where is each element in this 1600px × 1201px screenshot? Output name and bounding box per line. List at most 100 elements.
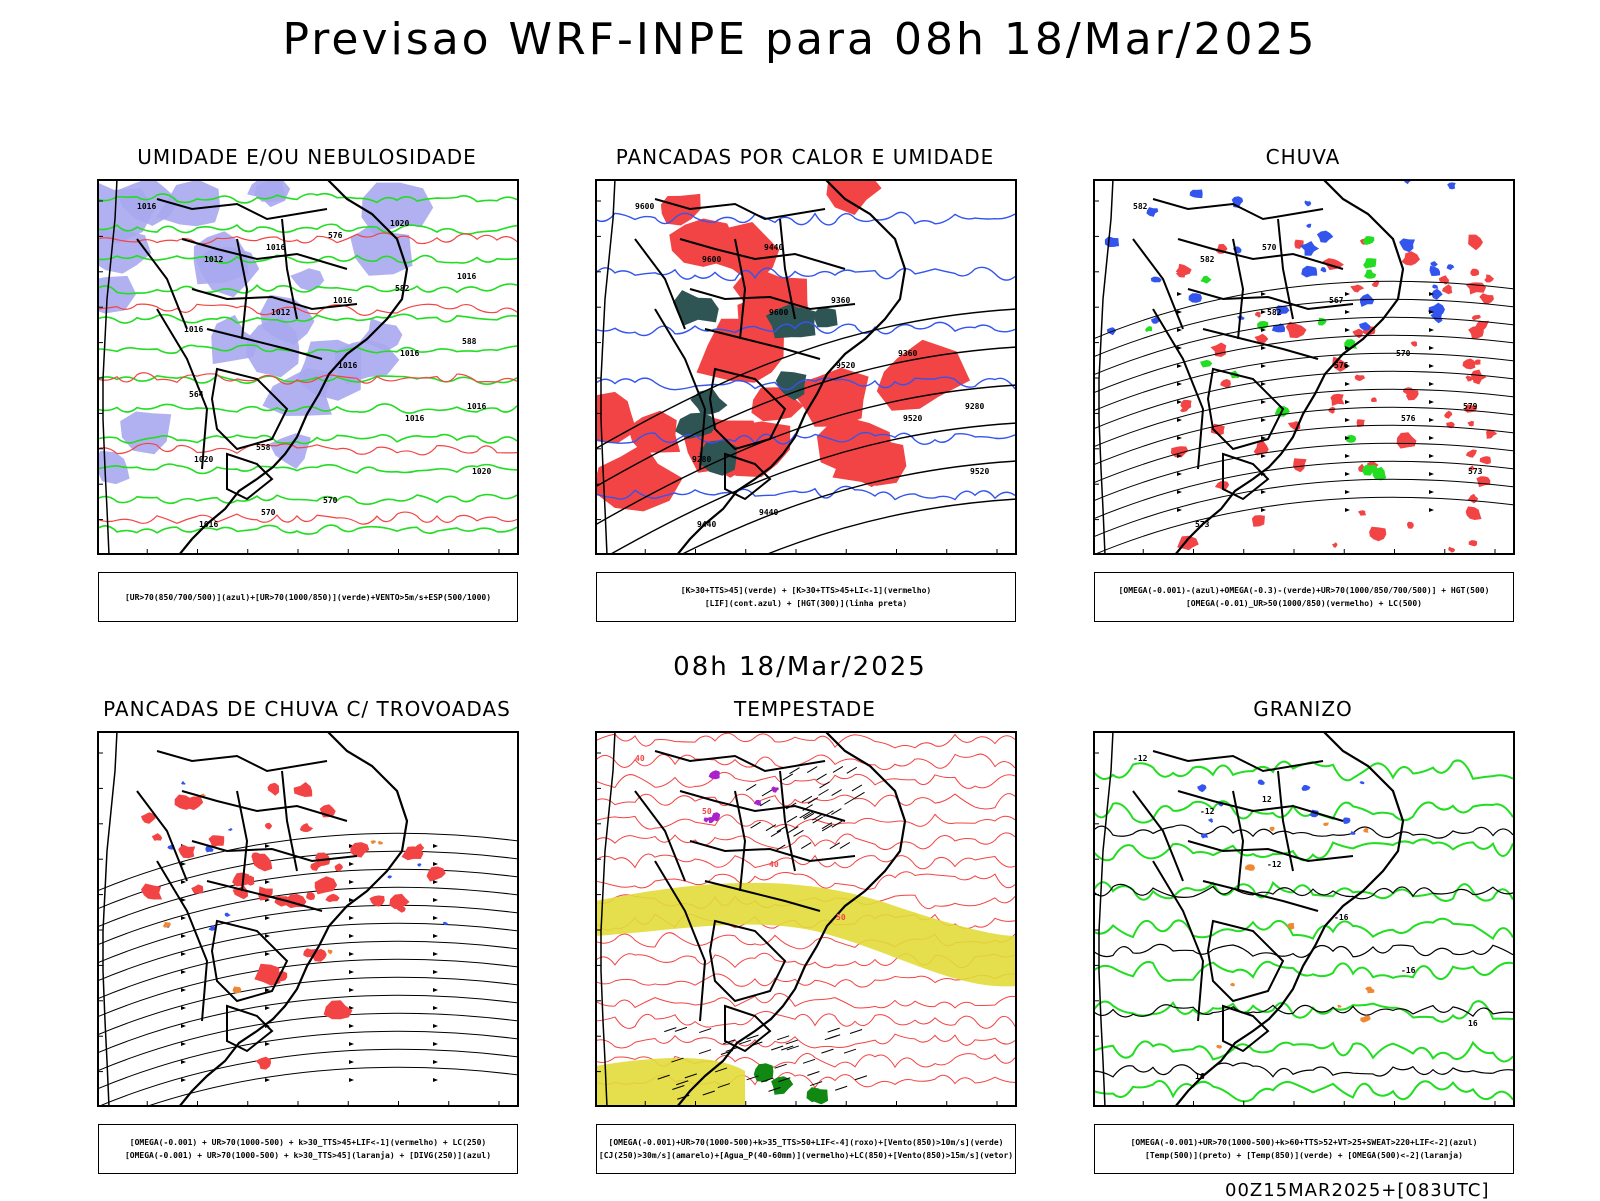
rain-cell [1356,419,1365,427]
omega-area [1431,288,1443,300]
contour-label: 582 [1133,202,1148,211]
humidity-area [246,316,300,378]
flow-arrow [1429,508,1434,512]
flow-arrow [1345,454,1350,458]
rain-cell [1369,526,1387,542]
flow-arrow [1261,292,1266,296]
wind-vector [802,811,814,819]
flow-arrow [1429,364,1434,368]
rain-cell [1358,463,1367,473]
rain-cell [1357,510,1366,516]
flow-arrow [181,934,186,938]
flow-arrow [265,916,270,920]
legend-line: [OMEGA(-0.001)+UR>70(1000-500)+k>60+TTS>… [1130,1138,1478,1147]
wind-vector [761,789,773,797]
andes-boundary [600,731,616,1107]
thunderstorm-cell [141,812,156,824]
wind-vector [702,1090,715,1096]
rain-cell [1401,251,1420,266]
wind-vector [761,1077,774,1083]
thunderstorm-cell [369,895,385,907]
state-border [1232,790,1245,892]
state-border [181,238,348,270]
flow-arrow [1345,382,1350,386]
flow-arrow [349,988,354,992]
divergence-area [224,912,231,917]
wind-vector [778,1077,791,1083]
flow-arrow [1177,490,1182,494]
flow-arrow [1345,508,1350,512]
rain-cell [1253,441,1269,456]
divergence-area [205,846,214,853]
hgt500-contour [1093,406,1515,466]
flow-arrow [1345,418,1350,422]
contour-label: 1016 [184,325,203,334]
flow-arrow [433,862,438,866]
thunderstorm-cell [255,1056,271,1070]
thunderstorm-cell [310,861,322,871]
moderate-storm-cell [327,949,333,955]
rain-cell [1220,379,1231,388]
omega500-area [1365,986,1375,994]
temp500-contour [1093,1062,1514,1078]
omega500-area [1244,864,1255,871]
divergence-area [442,921,448,926]
thunderstorm-cell [334,863,343,872]
state-border [1152,750,1324,773]
contour-label: 1012 [271,308,290,317]
legend-trovoadas: [OMEGA(-0.001) + UR>70(1000-500) + k>30_… [98,1124,518,1174]
temp500-contour [1093,943,1514,958]
contour-label: 1016 [405,414,424,423]
precipitable-water-contour [595,732,1016,749]
omega-area [1360,293,1375,307]
temp850-contour [1093,917,1514,941]
flow-arrow [265,880,270,884]
contour-label: 9520 [903,414,922,423]
wind-vector [831,820,843,828]
omega500-area [1216,1044,1222,1049]
instability-strong-area [699,439,737,476]
rain-cell [1255,311,1261,318]
wind-vector [819,781,830,789]
wind-vector [802,1058,816,1064]
humidity-contour [97,403,518,414]
severe-storm-cell [753,800,762,806]
flow-arrow [181,988,186,992]
rain-cell [1484,274,1494,283]
instability-area [832,439,907,486]
wind-vector [781,1045,794,1051]
state-border [1132,238,1184,330]
flow-arrow [265,1042,270,1046]
humidity-contour [97,433,518,445]
state-border [654,308,707,470]
contour-label: 576 [1401,414,1416,423]
omega-area [1447,182,1456,190]
strong-omega-area [1364,269,1377,279]
flow-arrow [1261,436,1266,440]
hgt500-contour [1093,334,1515,394]
hail-risk-area [1350,831,1356,835]
flow-arrow [433,1078,438,1082]
strong-omega-area [1361,464,1379,476]
streamline [97,904,519,964]
temp850-contour [1093,960,1514,982]
wind-vector [818,788,829,796]
moderate-storm-cell [232,986,242,994]
wind-vector [801,795,813,803]
thunderstorm-cell [426,866,446,882]
flow-arrow [1345,310,1350,314]
flow-arrow [1177,328,1182,332]
flow-arrow [1261,364,1266,368]
thunderstorm-cell [264,822,273,830]
rain-cell [1479,293,1494,304]
flow-arrow [1345,364,1350,368]
state-border [679,790,846,822]
flow-arrow [1429,382,1434,386]
moderate-storm-cell [378,840,384,845]
flow-arrow [181,1006,186,1010]
wind-vector [776,1035,790,1041]
panel-title-granizo: GRANIZO [1253,697,1353,721]
contour-label: -16 [1334,913,1349,922]
flow-arrow [1429,436,1434,440]
rain-cell [1486,429,1498,439]
